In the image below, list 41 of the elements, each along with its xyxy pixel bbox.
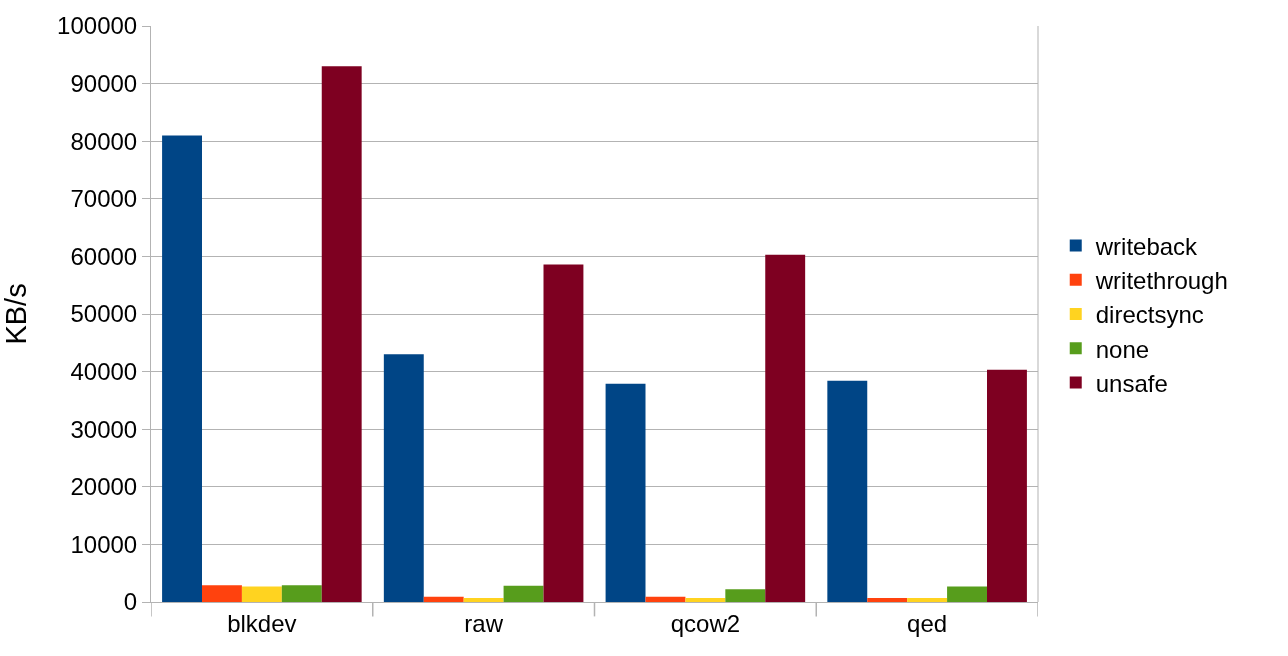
y-tick-label: 60000 <box>70 242 138 270</box>
bar <box>685 597 726 602</box>
x-tick-label: raw <box>464 609 504 637</box>
bar <box>503 585 544 602</box>
x-tick-label: qcow2 <box>670 609 741 637</box>
bar <box>947 586 987 602</box>
bar <box>765 254 806 602</box>
legend-label: writeback <box>1094 232 1199 260</box>
bar <box>383 354 424 602</box>
bar <box>463 597 504 602</box>
y-tick-label: 80000 <box>70 127 138 155</box>
bar <box>725 589 766 602</box>
y-tick-label: 30000 <box>70 415 138 443</box>
bar <box>827 380 868 602</box>
bar <box>907 597 948 602</box>
legend-label: writethrough <box>1094 267 1228 295</box>
y-tick-label: 10000 <box>70 530 138 558</box>
x-tick-label: blkdev <box>227 609 297 637</box>
y-tick-label: 20000 <box>70 473 138 501</box>
bar <box>281 585 322 602</box>
y-tick-label: 100000 <box>57 12 138 40</box>
legend-label: directsync <box>1095 301 1204 329</box>
x-tick-label: qed <box>907 609 948 637</box>
legend-label: none <box>1095 335 1150 363</box>
legend-label: unsafe <box>1095 369 1168 397</box>
y-tick-label: 0 <box>123 588 138 616</box>
bar <box>423 596 464 602</box>
y-tick-label: 50000 <box>70 300 138 328</box>
bar <box>543 264 584 602</box>
bar <box>162 135 202 602</box>
bar <box>987 369 1027 602</box>
bar <box>241 586 282 602</box>
y-axis-title: KB/s <box>0 283 32 345</box>
bar <box>202 585 242 602</box>
y-tick-label: 70000 <box>70 185 138 213</box>
bar <box>321 66 362 602</box>
y-tick-label: 90000 <box>70 70 138 97</box>
y-tick-label: 40000 <box>70 358 138 385</box>
bar <box>605 383 646 602</box>
bar <box>645 596 686 602</box>
bar <box>867 597 908 602</box>
